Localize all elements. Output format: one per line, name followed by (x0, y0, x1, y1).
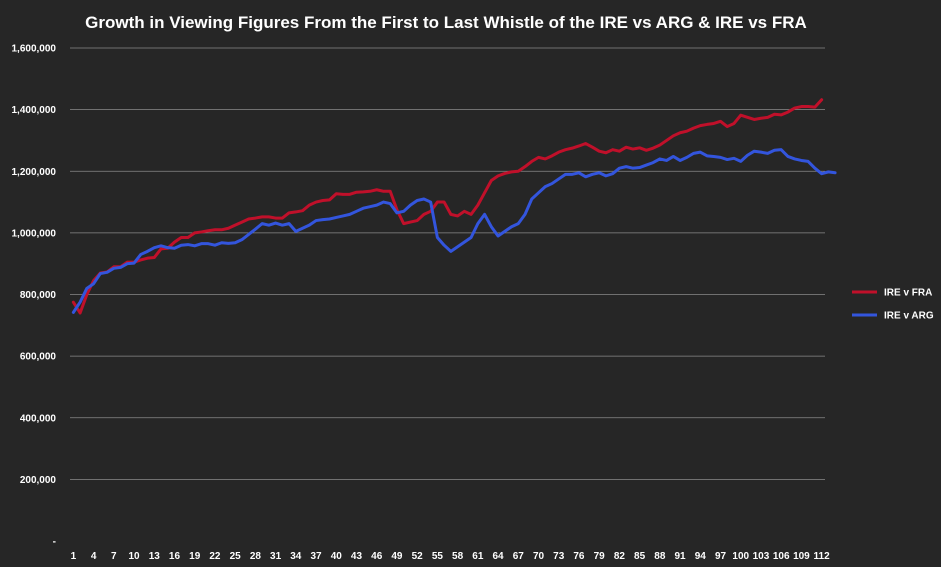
series-lines (71, 98, 837, 315)
x-tick-label: 85 (634, 551, 646, 562)
x-tick-label: 112 (814, 551, 831, 562)
x-tick-label: 31 (270, 551, 282, 562)
y-tick-label: 1,200,000 (12, 167, 57, 178)
x-tick-label: 55 (432, 551, 444, 562)
y-tick-label: 400,000 (20, 413, 57, 424)
y-tick-label: 200,000 (20, 475, 57, 486)
x-tick-label: 37 (310, 551, 322, 562)
x-tick-label: 61 (472, 551, 484, 562)
y-tick-label: - (53, 537, 56, 548)
legend-label: IRE v FRA (884, 288, 932, 299)
x-tick-label: 19 (189, 551, 201, 562)
y-axis-ticks: - 200,000 400,000 600,000 800,000 1,000,000 1,… (12, 44, 57, 548)
series-line-ire-v-arg (71, 148, 837, 314)
x-tick-label: 79 (594, 551, 606, 562)
y-tick-label: 800,000 (20, 290, 57, 301)
y-tick-label: 1,400,000 (12, 105, 57, 116)
x-tick-label: 88 (654, 551, 666, 562)
x-tick-label: 4 (91, 551, 97, 562)
x-tick-label: 97 (715, 551, 727, 562)
x-tick-label: 43 (351, 551, 363, 562)
x-tick-label: 34 (290, 551, 302, 562)
x-tick-label: 1 (71, 551, 77, 562)
series-line-ire-v-fra (71, 98, 824, 315)
x-tick-label: 58 (452, 551, 464, 562)
x-tick-label: 94 (695, 551, 707, 562)
x-tick-label: 76 (573, 551, 585, 562)
legend: IRE v FRA IRE v ARG (852, 288, 934, 322)
legend-label: IRE v ARG (884, 311, 934, 322)
x-tick-label: 106 (773, 551, 790, 562)
x-tick-label: 28 (250, 551, 262, 562)
x-tick-label: 13 (149, 551, 161, 562)
x-tick-label: 52 (412, 551, 424, 562)
chart-title: Growth in Viewing Figures From the First… (85, 13, 807, 32)
x-tick-label: 70 (533, 551, 545, 562)
x-tick-label: 82 (614, 551, 626, 562)
x-tick-label: 49 (391, 551, 403, 562)
x-tick-label: 16 (169, 551, 181, 562)
x-tick-label: 22 (209, 551, 221, 562)
x-tick-label: 40 (331, 551, 343, 562)
x-tick-label: 100 (732, 551, 749, 562)
x-tick-label: 91 (675, 551, 687, 562)
y-tick-label: 1,000,000 (12, 228, 57, 239)
x-tick-label: 64 (492, 551, 504, 562)
y-tick-label: 1,600,000 (12, 44, 57, 55)
x-tick-label: 73 (553, 551, 565, 562)
x-tick-label: 10 (128, 551, 140, 562)
x-axis-ticks: 1 4 7 10 13 16 19 22 25 28 31 34 37 40 43 46 49 52 55 58 61 6… (71, 551, 831, 562)
x-tick-label: 109 (793, 551, 810, 562)
y-tick-label: 600,000 (20, 352, 57, 363)
x-tick-label: 25 (230, 551, 242, 562)
x-tick-label: 46 (371, 551, 383, 562)
x-tick-label: 67 (513, 551, 525, 562)
x-tick-label: 7 (111, 551, 117, 562)
x-tick-label: 103 (753, 551, 770, 562)
